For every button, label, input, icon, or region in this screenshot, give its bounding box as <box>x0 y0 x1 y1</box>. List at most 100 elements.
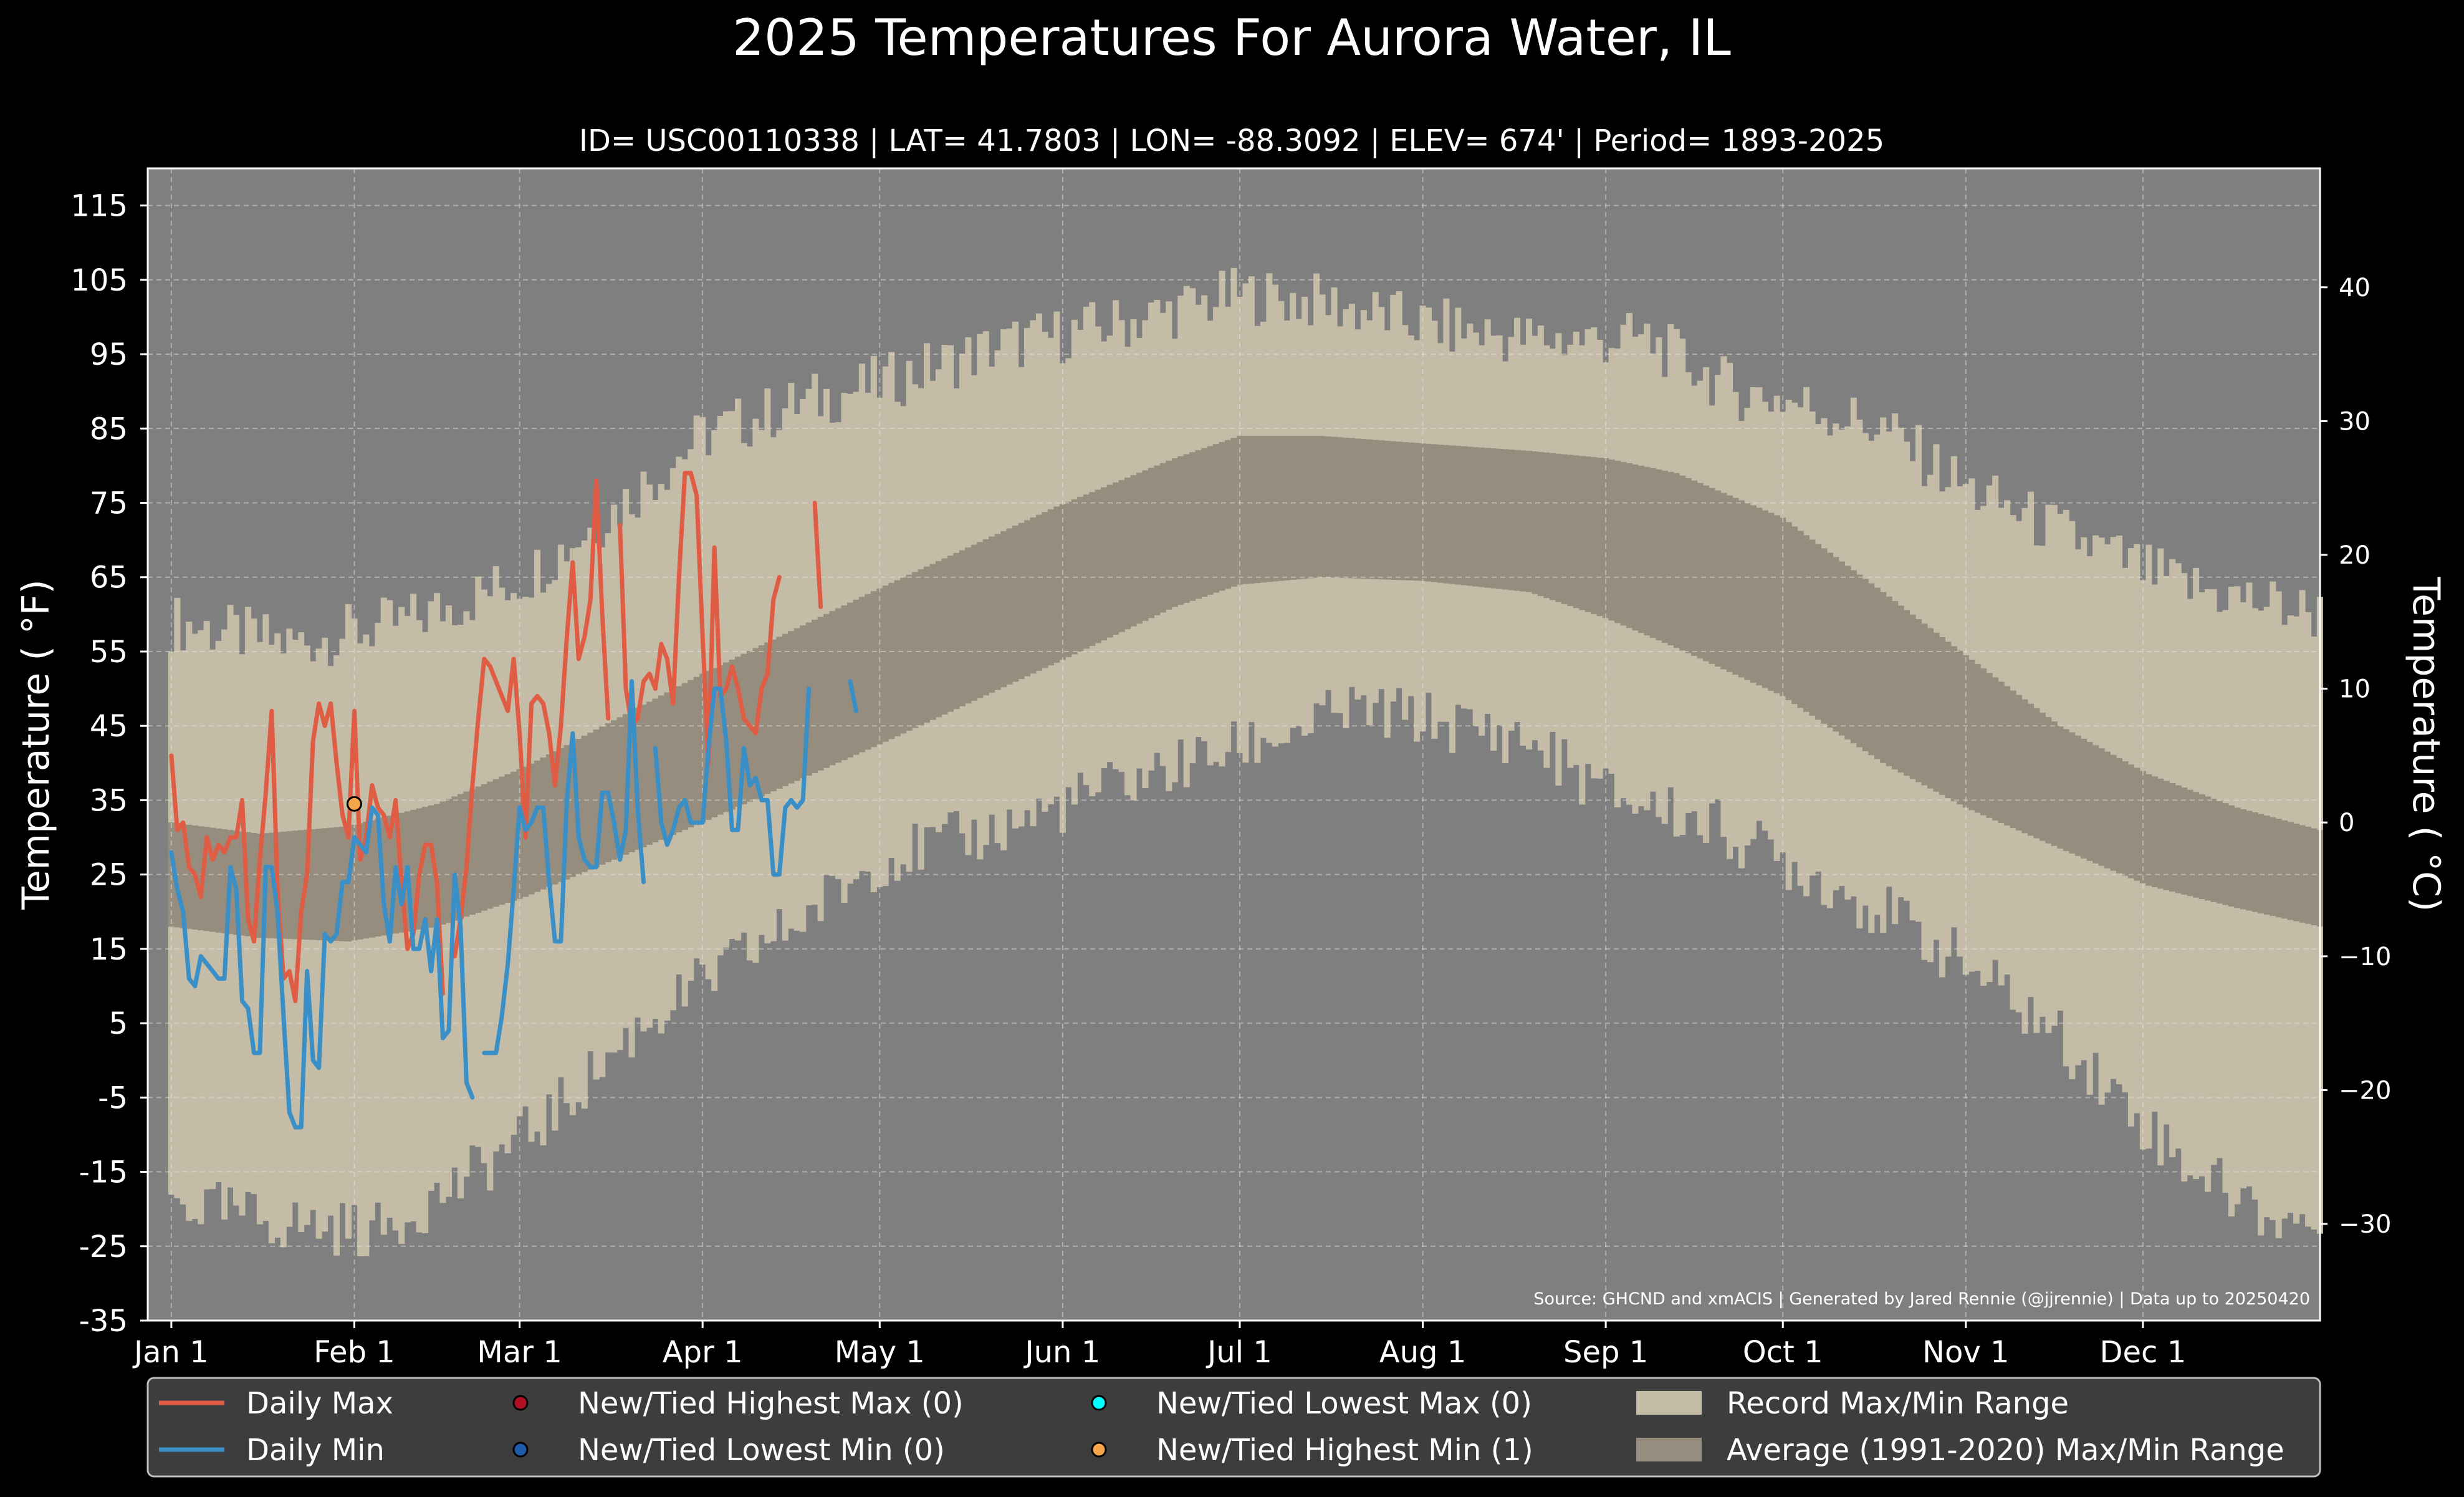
average-range-bar <box>664 692 671 838</box>
x-tick-label: Mar 1 <box>477 1335 562 1370</box>
legend-box <box>146 1377 2321 1478</box>
average-range-bar <box>1980 668 1987 816</box>
y-tick-label-f: 45 <box>90 709 128 744</box>
average-range-bar <box>1354 438 1361 579</box>
average-range-bar <box>812 619 818 773</box>
average-range-bar <box>1083 494 1090 649</box>
average-range-bar <box>758 645 765 797</box>
average-range-bar <box>2086 742 2093 861</box>
average-range-bar <box>616 717 623 857</box>
source-note: Source: GHCND and xmACIS | Generated by … <box>1533 1289 2310 1309</box>
average-range-bar <box>982 539 989 696</box>
legend-label: New/Tied Highest Max (0) <box>578 1386 964 1421</box>
record-range-bar <box>2281 625 2288 1219</box>
average-range-bar <box>1909 614 1916 779</box>
record-range-bar <box>2258 610 2265 1236</box>
new-tied-highest-min-marker <box>346 796 362 812</box>
average-range-bar <box>1360 439 1367 579</box>
average-range-bar <box>640 705 647 847</box>
average-range-bar <box>315 829 322 940</box>
legend-label: Record Max/Min Range <box>1727 1386 2069 1421</box>
average-range-bar <box>1603 458 1609 619</box>
average-range-bar <box>681 683 688 830</box>
average-range-bar <box>734 657 742 807</box>
average-range-bar <box>1467 446 1474 586</box>
average-range-bar <box>1826 552 1834 728</box>
average-range-bar <box>1862 579 1869 751</box>
legend-marker-swatch <box>512 1395 529 1411</box>
average-range-bar <box>1254 436 1261 584</box>
average-range-bar <box>286 831 293 939</box>
average-range-bar <box>2098 748 2105 866</box>
average-range-bar <box>741 653 747 804</box>
average-range-bar <box>646 701 653 845</box>
average-range-bar <box>888 582 895 739</box>
average-range-bar <box>1201 448 1208 597</box>
average-range-bar <box>457 794 464 919</box>
average-range-bar <box>1632 464 1639 631</box>
average-range-bar <box>1106 484 1113 638</box>
daily-max-line <box>169 701 445 1003</box>
average-range-bar <box>870 591 877 748</box>
average-range-bar <box>2063 729 2069 851</box>
average-range-bar <box>1809 539 1816 716</box>
average-range-bar <box>1915 619 1922 782</box>
average-range-bar <box>1118 479 1125 632</box>
average-range-bar <box>1077 496 1084 652</box>
average-range-bar <box>1136 473 1143 624</box>
average-range-bar <box>1024 520 1031 676</box>
average-range-bar <box>853 599 860 755</box>
average-range-bar <box>1850 570 1857 744</box>
average-range-bar <box>912 572 919 728</box>
average-range-bar <box>2157 778 2164 889</box>
average-range-bar <box>817 617 824 771</box>
average-range-bar <box>2216 801 2223 904</box>
average-range-bar <box>422 807 429 929</box>
average-range-bar <box>1768 513 1775 691</box>
average-range-bar <box>593 729 600 867</box>
average-range-bar <box>1171 458 1178 607</box>
plot-area: Source: GHCND and xmACIS | Generated by … <box>146 167 2324 1322</box>
average-range-bar <box>1437 445 1444 583</box>
average-range-bar <box>876 588 883 744</box>
average-range-bar <box>1644 466 1651 636</box>
legend-label: Average (1991-2020) Max/Min Range <box>1727 1433 2284 1468</box>
y-axis-left-ticks: 115 105 95 85 75 65 55 45 35 25 15 5 -5 -15 -25 -35 <box>70 189 148 1339</box>
x-tick-label: Jul 1 <box>1206 1335 1272 1370</box>
average-range-bar <box>1407 442 1414 581</box>
average-range-bar <box>1608 459 1615 621</box>
average-range-bar <box>894 580 901 736</box>
x-tick-label: Dec 1 <box>2100 1335 2187 1370</box>
average-range-bar <box>1974 664 1981 813</box>
average-range-bar <box>528 763 535 895</box>
average-range-bar <box>1939 637 1945 795</box>
average-range-bar <box>2127 764 2134 878</box>
average-range-bar <box>357 823 363 940</box>
average-range-bar <box>1803 535 1810 712</box>
average-range-bar <box>1195 450 1202 599</box>
average-range-bar <box>1791 526 1798 705</box>
y-tick-label-c: −20 <box>2339 1076 2391 1105</box>
x-tick-label: May 1 <box>835 1335 925 1370</box>
average-range-bar <box>434 804 441 927</box>
average-range-bar <box>1302 436 1308 579</box>
average-range-bar <box>1833 557 1839 732</box>
average-range-bar <box>699 673 706 823</box>
average-range-bar <box>1177 456 1184 605</box>
average-range-bar <box>1183 454 1190 603</box>
average-range-bar <box>1738 500 1745 678</box>
average-range-bar <box>2104 751 2111 869</box>
average-range-bar <box>1035 514 1043 671</box>
average-range-bar <box>280 831 287 939</box>
average-range-bar <box>918 569 924 726</box>
average-range-bar <box>1071 499 1078 655</box>
average-range-bar <box>1637 465 1644 633</box>
average-range-bar <box>900 577 907 734</box>
legend-patch-swatch <box>1636 1391 1702 1415</box>
average-range-bar <box>1472 447 1479 587</box>
average-range-bar <box>1142 470 1149 621</box>
average-range-bar <box>1159 463 1166 613</box>
average-range-bar <box>1224 440 1232 589</box>
average-range-bar <box>1219 441 1225 591</box>
legend-label: Daily Min <box>246 1433 385 1468</box>
